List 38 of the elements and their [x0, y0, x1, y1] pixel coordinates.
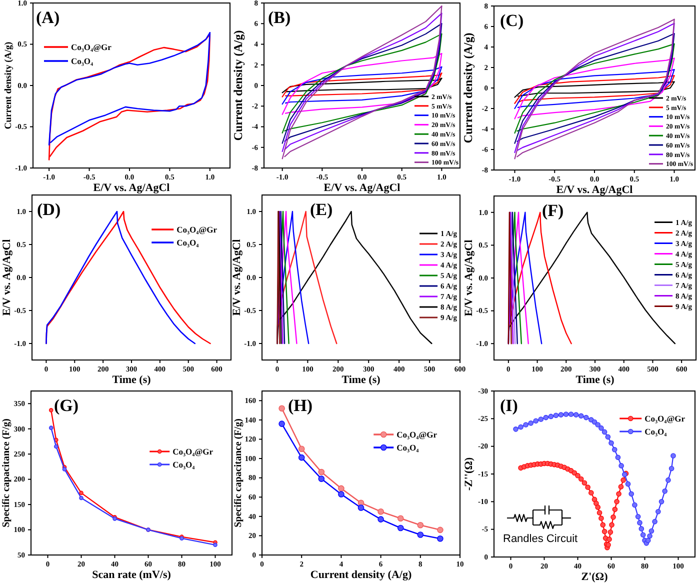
chart-title: (H): [288, 396, 313, 415]
x-axis-title: E/V vs. Ag/AgCl: [93, 182, 170, 194]
legend-label: Co₃O₄@Gr: [176, 224, 218, 234]
x-axis-title: Z'(Ω): [581, 571, 608, 583]
x-axis-title: E/V vs. Ag/AgCl: [324, 182, 400, 194]
y-axis-title: E/V vs. Ag/AgCl: [1, 239, 13, 316]
legend-label: Co₃O₄@Gr: [644, 413, 686, 424]
y-axis-title: Specific capacitance (F/g): [1, 418, 12, 528]
x-axis-title: Scan rate (mV/s): [92, 569, 172, 581]
y-axis-title: Current density (A/g): [461, 32, 475, 144]
y-axis-title: E/V vs. Ag/AgCl: [463, 240, 475, 316]
x-axis-title: Current density (A/g): [310, 569, 412, 581]
x-axis-title: Time (s): [112, 374, 152, 386]
y-axis-title: E/V vs. Ag/AgCl: [231, 239, 243, 316]
legend-label: Co₃O₄: [172, 459, 196, 470]
chart-title: (C): [500, 11, 524, 30]
chart-title: (E): [310, 200, 333, 219]
chart-title: (D): [37, 200, 61, 219]
y-axis-title: Specific capacitance (F/g): [233, 418, 244, 528]
legend-label: Co₃O₄: [644, 426, 668, 436]
chart-title: (A): [36, 8, 60, 27]
legend-label: Co₃O₄@Gr: [172, 446, 214, 456]
legend-label: Co₃O₄: [71, 56, 94, 66]
legend-label: Co₃O₄: [176, 237, 200, 248]
chart-title: (I): [500, 396, 518, 415]
chart-title: (F): [542, 201, 564, 220]
annotation: Randles Circuit: [503, 533, 578, 545]
legend-label: Co₃O₄@Gr: [71, 42, 112, 52]
x-axis-title: Time (s): [342, 374, 381, 386]
y-axis-title: Current density (A/g): [4, 42, 14, 130]
chart-title: (B): [268, 8, 291, 27]
legend-label: Co₃O₄: [396, 442, 420, 452]
legend-label: Co₃O₄@Gr: [396, 429, 438, 440]
x-axis-title: E/V vs. Ag/AgCl: [556, 184, 633, 196]
chart-title: (G): [54, 396, 79, 415]
x-axis-title: Time (s): [576, 374, 615, 386]
y-axis-title: -Z''(Ω): [463, 457, 475, 491]
y-axis-title: Current density (A/g): [231, 30, 245, 141]
